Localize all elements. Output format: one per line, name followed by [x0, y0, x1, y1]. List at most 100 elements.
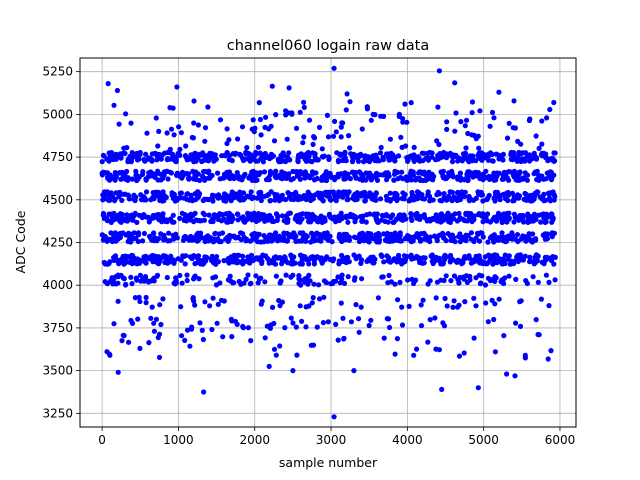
- data-point: [526, 117, 533, 124]
- data-point: [236, 252, 242, 258]
- data-point: [241, 157, 247, 163]
- data-point: [105, 175, 111, 181]
- data-point: [202, 168, 208, 175]
- data-point: [334, 150, 340, 156]
- data-point: [452, 80, 458, 86]
- data-point: [277, 237, 284, 243]
- data-point: [150, 194, 156, 200]
- data-point: [346, 237, 353, 243]
- data-point: [197, 177, 203, 183]
- data-point: [288, 315, 294, 321]
- data-point: [224, 219, 230, 225]
- data-point: [491, 115, 497, 121]
- data-point: [483, 300, 489, 306]
- data-point: [240, 190, 247, 196]
- data-point: [259, 258, 265, 264]
- data-point: [312, 156, 318, 162]
- data-point: [283, 272, 289, 278]
- data-point: [241, 280, 247, 286]
- data-point: [506, 120, 512, 126]
- data-point: [178, 130, 184, 136]
- data-point: [167, 146, 173, 152]
- data-point: [542, 231, 548, 237]
- data-point: [353, 302, 359, 308]
- data-point: [387, 198, 393, 204]
- data-point: [262, 335, 268, 341]
- data-point: [372, 157, 378, 164]
- data-point: [155, 143, 161, 149]
- data-point: [281, 230, 287, 236]
- data-point: [235, 211, 241, 217]
- data-point: [108, 230, 114, 236]
- data-point: [429, 216, 436, 222]
- data-point: [550, 189, 556, 195]
- data-point: [372, 112, 378, 118]
- data-point: [339, 120, 345, 126]
- data-point: [138, 278, 144, 284]
- data-point: [332, 174, 338, 180]
- y-axis-label: ADC Code: [13, 210, 28, 273]
- data-point: [456, 210, 462, 217]
- data-point: [194, 232, 200, 238]
- data-point: [100, 152, 106, 158]
- data-point: [436, 68, 442, 74]
- data-point: [134, 277, 140, 283]
- data-point: [200, 261, 206, 267]
- data-point: [192, 261, 198, 267]
- data-point: [359, 126, 365, 132]
- data-point: [357, 214, 364, 220]
- data-point: [263, 177, 270, 183]
- data-point: [340, 192, 346, 198]
- data-point: [538, 296, 545, 302]
- data-point: [296, 172, 302, 178]
- data-point: [366, 158, 373, 165]
- data-point: [535, 279, 541, 285]
- data-point: [484, 211, 491, 217]
- data-point: [224, 126, 230, 132]
- data-point: [161, 232, 167, 238]
- data-point: [191, 276, 197, 282]
- data-point: [391, 171, 398, 177]
- data-point: [264, 235, 270, 241]
- data-point: [435, 104, 441, 110]
- data-point: [191, 120, 197, 126]
- data-point: [228, 254, 234, 260]
- data-point: [449, 168, 455, 174]
- data-point: [532, 257, 538, 263]
- data-point: [243, 149, 249, 155]
- data-point: [358, 304, 364, 310]
- x-tick-label: 6000: [545, 433, 576, 447]
- data-point: [411, 158, 417, 164]
- data-point: [354, 154, 360, 160]
- data-point: [273, 352, 279, 358]
- data-point: [137, 298, 143, 305]
- data-point: [271, 255, 277, 261]
- data-point: [229, 334, 235, 340]
- data-point: [549, 173, 555, 179]
- data-point: [394, 336, 400, 342]
- data-point: [491, 235, 497, 241]
- data-point: [172, 198, 178, 204]
- data-point: [505, 197, 511, 204]
- data-point: [267, 197, 274, 204]
- data-point: [404, 119, 410, 125]
- data-point: [268, 232, 274, 238]
- data-point: [339, 272, 345, 278]
- data-point: [116, 170, 122, 176]
- data-point: [351, 193, 357, 199]
- data-point: [520, 176, 526, 182]
- data-point: [217, 117, 224, 123]
- data-point: [489, 109, 496, 116]
- data-point: [198, 230, 204, 236]
- data-point: [366, 322, 372, 329]
- data-point: [263, 114, 269, 120]
- data-point: [487, 123, 493, 129]
- data-point: [504, 135, 511, 141]
- data-point: [297, 252, 304, 258]
- data-point: [273, 273, 279, 279]
- data-point: [480, 219, 486, 225]
- data-point: [140, 238, 146, 244]
- data-point: [408, 215, 414, 221]
- data-point: [444, 119, 450, 125]
- data-point: [396, 111, 402, 117]
